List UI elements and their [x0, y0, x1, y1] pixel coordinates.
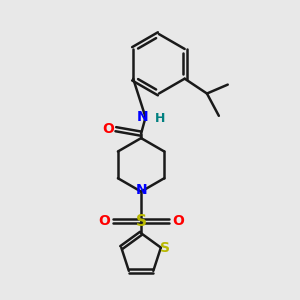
- Text: S: S: [160, 241, 170, 255]
- Text: O: O: [103, 122, 114, 136]
- Text: S: S: [136, 214, 147, 229]
- Text: N: N: [137, 110, 148, 124]
- Text: O: O: [98, 214, 110, 228]
- Text: O: O: [172, 214, 184, 228]
- Text: H: H: [155, 112, 166, 125]
- Text: N: N: [135, 183, 147, 197]
